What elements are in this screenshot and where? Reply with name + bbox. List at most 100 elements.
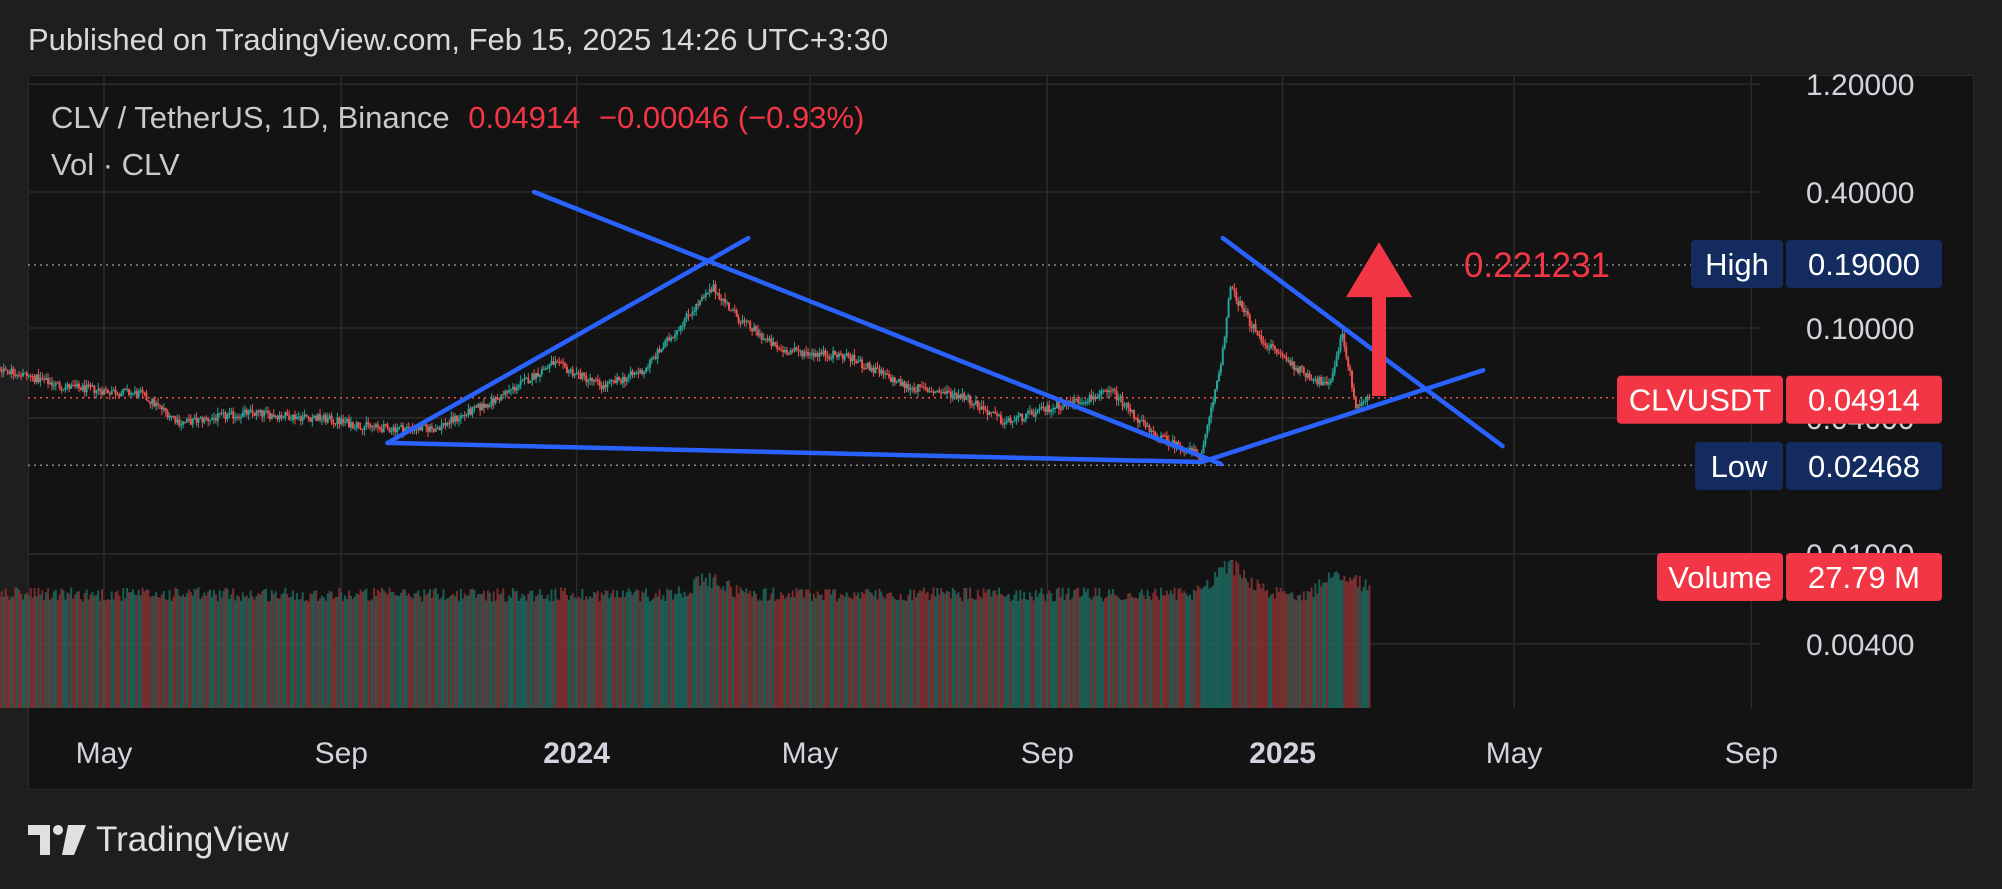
volume-bar [949,598,952,708]
candle-body [18,375,21,377]
footer-brand[interactable]: TradingView [28,820,289,860]
volume-bar [805,589,808,708]
candle-body [187,419,190,421]
volume-bar [689,592,692,708]
candle-body [359,427,362,429]
candle-body [918,384,921,387]
candle-body [430,426,433,429]
trendlines [385,189,1505,467]
volume-bar [772,587,775,708]
candle-body [380,429,383,433]
volume-bar [1119,599,1122,708]
candle-body [297,416,300,418]
volume-bar [544,598,547,708]
candle-body [1044,408,1047,412]
volume-bar [496,588,499,708]
candle-body [1125,403,1128,406]
candle-body [866,362,869,369]
candle-body [1013,420,1016,422]
volume-bar [1200,589,1203,708]
candle-body [836,355,839,358]
volume-bar [1202,587,1205,708]
candle-body [625,377,628,382]
candle-body [1053,408,1056,410]
volume-bar [286,594,289,708]
volume-bar [1075,588,1078,708]
candle-body [1115,391,1118,401]
candle-body [70,384,73,389]
volume-bar [432,589,435,708]
volume-bar [1163,595,1166,708]
candle-body [1345,346,1348,357]
candle-body [660,349,663,352]
volume-bar [58,594,61,708]
volume-bar [1036,596,1039,708]
candle-body [1339,338,1342,352]
candle-body [998,415,1001,417]
volume-bar [1223,560,1226,708]
volume-bar [932,587,935,708]
candle-body [1293,361,1296,370]
volume-bar [1270,594,1273,708]
volume-bar [911,600,914,708]
volume-bar [778,599,781,708]
symbol-legend[interactable]: CLV / TetherUS, 1D, Binance 0.04914 −0.0… [51,100,864,136]
volume-bar [662,594,665,708]
candle-body [72,384,75,386]
candle-body [502,394,505,396]
volume-bar [328,590,331,708]
candle-body [1366,396,1369,401]
candle-body [1202,444,1205,454]
volume-bar [729,586,732,708]
volume-bar [1204,585,1207,708]
candle-body [818,352,821,357]
candle-body [1138,420,1141,423]
volume-bar [583,600,586,708]
candle-body [774,342,777,345]
candle-body [1019,413,1022,416]
volume-bar [1364,579,1367,708]
volume-bar [982,588,985,708]
candle-body [259,409,262,413]
candle-body [367,422,370,425]
candle-body [1318,377,1321,385]
candle-body [338,417,341,425]
candle-body [1057,401,1060,410]
candle-body [592,379,595,382]
volume-legend[interactable]: Vol · CLV [51,147,180,183]
volume-bar [261,591,264,708]
volume-bar [548,600,551,708]
candle-body [1264,343,1267,346]
candle-body [41,377,44,379]
volume-bar [515,590,518,708]
candle-body [212,418,215,420]
candle-body [1177,441,1180,447]
candle-body [1244,310,1247,313]
candle-body [604,385,607,388]
candle-body [330,415,333,423]
volume-bar [498,594,501,708]
volume-bar [50,597,53,708]
volume-bar [1129,593,1132,708]
volume-bar [384,592,387,708]
candle-body [12,368,15,375]
volume-bar [905,600,908,708]
candle-body [309,417,312,422]
volume-bar [448,597,451,708]
volume-bar [1208,588,1211,708]
volume-bar [376,590,379,708]
volume-bar [741,590,744,708]
volume-bar [430,597,433,708]
candle-body [1086,402,1089,404]
volume-bar [922,587,925,708]
candle-body [1142,420,1145,423]
candle-body [1052,408,1055,410]
candle-body [978,407,981,410]
volume-bar [1308,591,1311,708]
candle-body [432,428,435,432]
volume-bar [942,592,945,708]
volume-bar [68,593,71,708]
volume-bar [1057,587,1060,708]
volume-bar [560,587,563,708]
